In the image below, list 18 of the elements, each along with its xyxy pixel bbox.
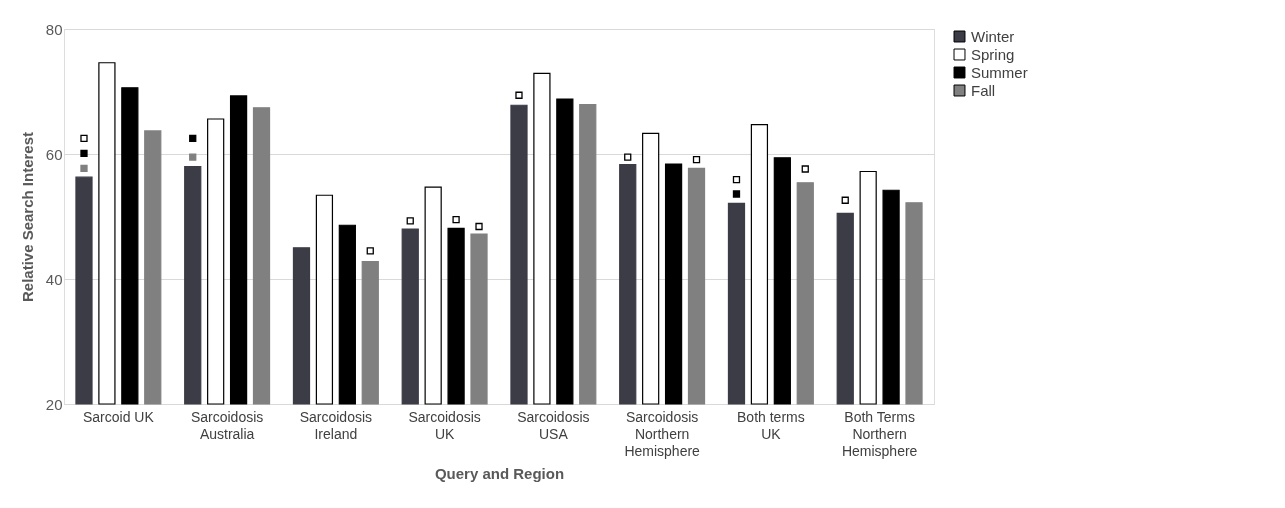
x-tick-label: Sarcoidosis Australia — [190, 408, 264, 442]
x-tick-label: Sarcoidosis Northern Hemisphere — [624, 408, 701, 459]
x-axis-title: Query and Region — [434, 464, 565, 482]
y-tick-label: 80 — [45, 20, 63, 38]
x-tick-label: Sarcoid UK — [82, 408, 155, 425]
x-tick-label: Both Terms Northern Hemisphere — [841, 408, 918, 459]
y-tick-label: 20 — [45, 395, 63, 413]
y-axis-title: Relative Search Interest — [18, 131, 36, 303]
y-tick-label: 60 — [45, 145, 63, 163]
legend-label: Summer — [971, 63, 1028, 81]
legend-label: Fall — [971, 81, 996, 99]
x-tick-label: Sarcoidosis Ireland — [299, 408, 373, 442]
x-tick-label: Both terms UK — [737, 408, 805, 442]
legend-label: Spring — [971, 45, 1015, 63]
x-tick-label: Sarcoidosis USA — [517, 408, 590, 442]
x-tick-label: Sarcoidosis UK — [408, 408, 481, 442]
legend-label: Winter — [971, 27, 1015, 45]
y-tick-label: 40 — [45, 270, 63, 288]
